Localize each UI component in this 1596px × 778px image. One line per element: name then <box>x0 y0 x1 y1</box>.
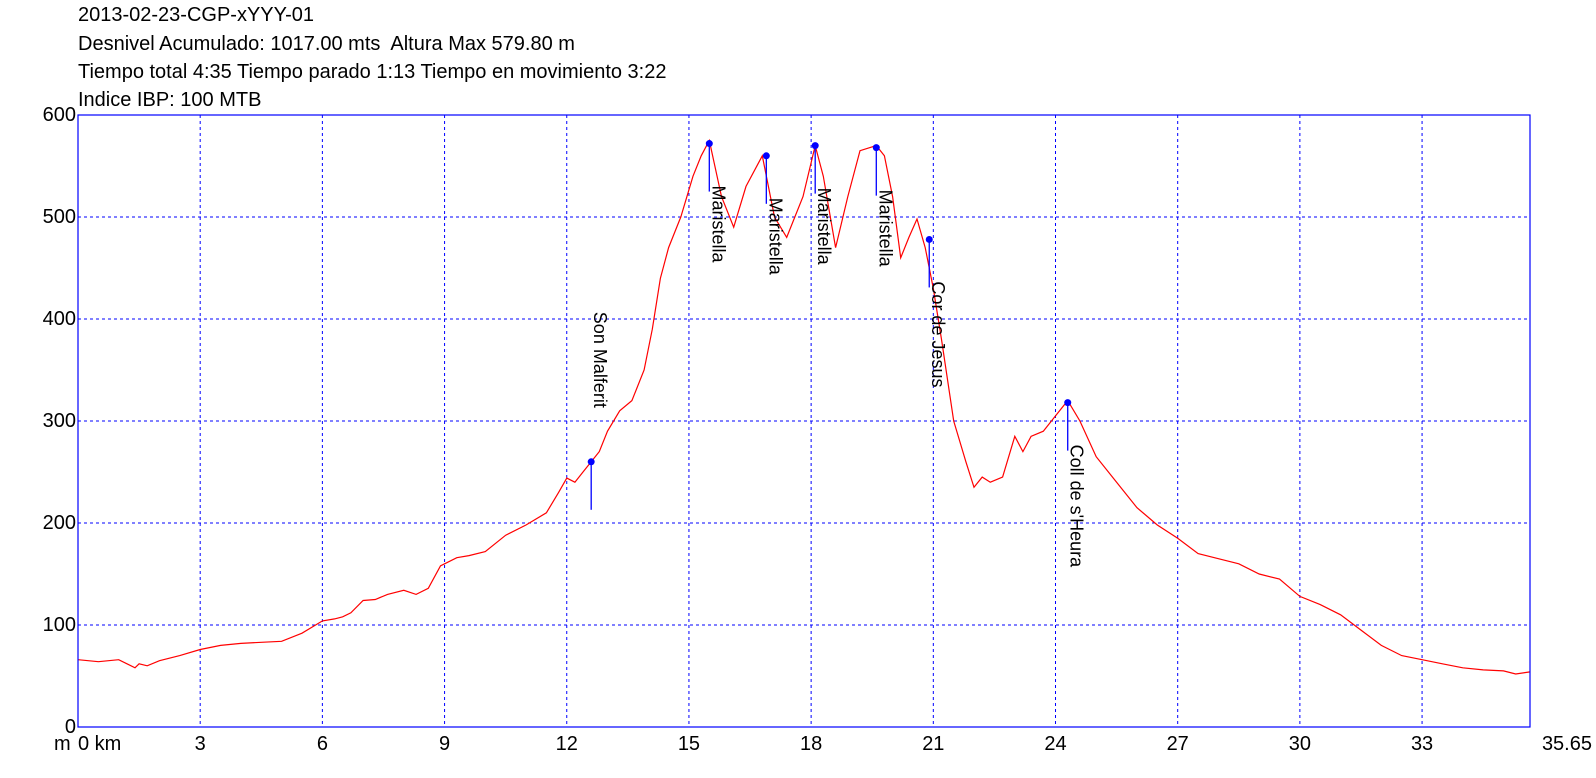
x-tick-label: 18 <box>800 733 822 755</box>
waypoint-marker <box>811 142 819 150</box>
x-tick-label: 15 <box>678 733 700 755</box>
x-tick-label: 0 km <box>78 733 121 755</box>
y-tick-label: 500 <box>43 206 76 228</box>
waypoint-markers: Son Malferit Maristella Maristella Maristel… <box>587 140 1087 568</box>
waypoint-marker <box>872 144 880 152</box>
x-tick-label: 24 <box>1044 733 1066 755</box>
ibp-index: Indice IBP: 100 MTB <box>78 89 262 111</box>
waypoint-label: Son Malferit <box>590 312 610 408</box>
x-tick-label: 30 <box>1289 733 1311 755</box>
waypoint-label: Maristella <box>765 198 785 276</box>
x-tick-label: 35.65 <box>1542 733 1592 755</box>
time-summary: Tiempo total 4:35 Tiempo parado 1:13 Tie… <box>78 61 667 83</box>
waypoint-marker <box>762 152 770 160</box>
elevation-line <box>77 138 1531 675</box>
y-tick-label: 200 <box>43 512 76 534</box>
x-tick-label: 12 <box>556 733 578 755</box>
waypoint-label: Maristella <box>814 188 834 266</box>
waypoint-label: Coll de s'Heura <box>1067 445 1087 568</box>
y-tick-label: 600 <box>43 104 76 126</box>
x-tick-label: 6 <box>317 733 328 755</box>
waypoint-marker <box>925 235 933 243</box>
plot-frame <box>77 114 1531 728</box>
y-tick-label: 300 <box>43 410 76 432</box>
waypoint-marker <box>705 140 713 148</box>
x-tick-label: 33 <box>1411 733 1433 755</box>
x-tick-label: 27 <box>1167 733 1189 755</box>
y-unit-label: m <box>54 733 71 755</box>
x-tick-label: 21 <box>922 733 944 755</box>
y-tick-label: 0 <box>65 716 76 738</box>
elevation-summary: Desnivel Acumulado: 1017.00 mts Altura M… <box>78 33 575 55</box>
y-tick-label: 100 <box>43 614 76 636</box>
x-tick-label: 9 <box>439 733 450 755</box>
y-tick-label: 400 <box>43 308 76 330</box>
waypoint-label: Maristella <box>708 186 728 264</box>
y-axis-ticks: 0 100 200 300 400 500 600 <box>43 104 76 738</box>
grid-lines <box>78 115 1530 727</box>
waypoint-marker <box>1064 399 1072 407</box>
waypoint-label: Cor de Jesus <box>928 281 948 387</box>
track-title: 2013-02-23-CGP-xYYY-01 <box>78 4 315 26</box>
x-tick-label: 3 <box>195 733 206 755</box>
waypoint-label: Maristella <box>875 190 895 268</box>
x-axis-ticks: m 0 km 3 6 9 12 15 18 21 24 27 30 33 35.65 <box>54 733 1592 755</box>
waypoint-marker <box>587 458 595 466</box>
